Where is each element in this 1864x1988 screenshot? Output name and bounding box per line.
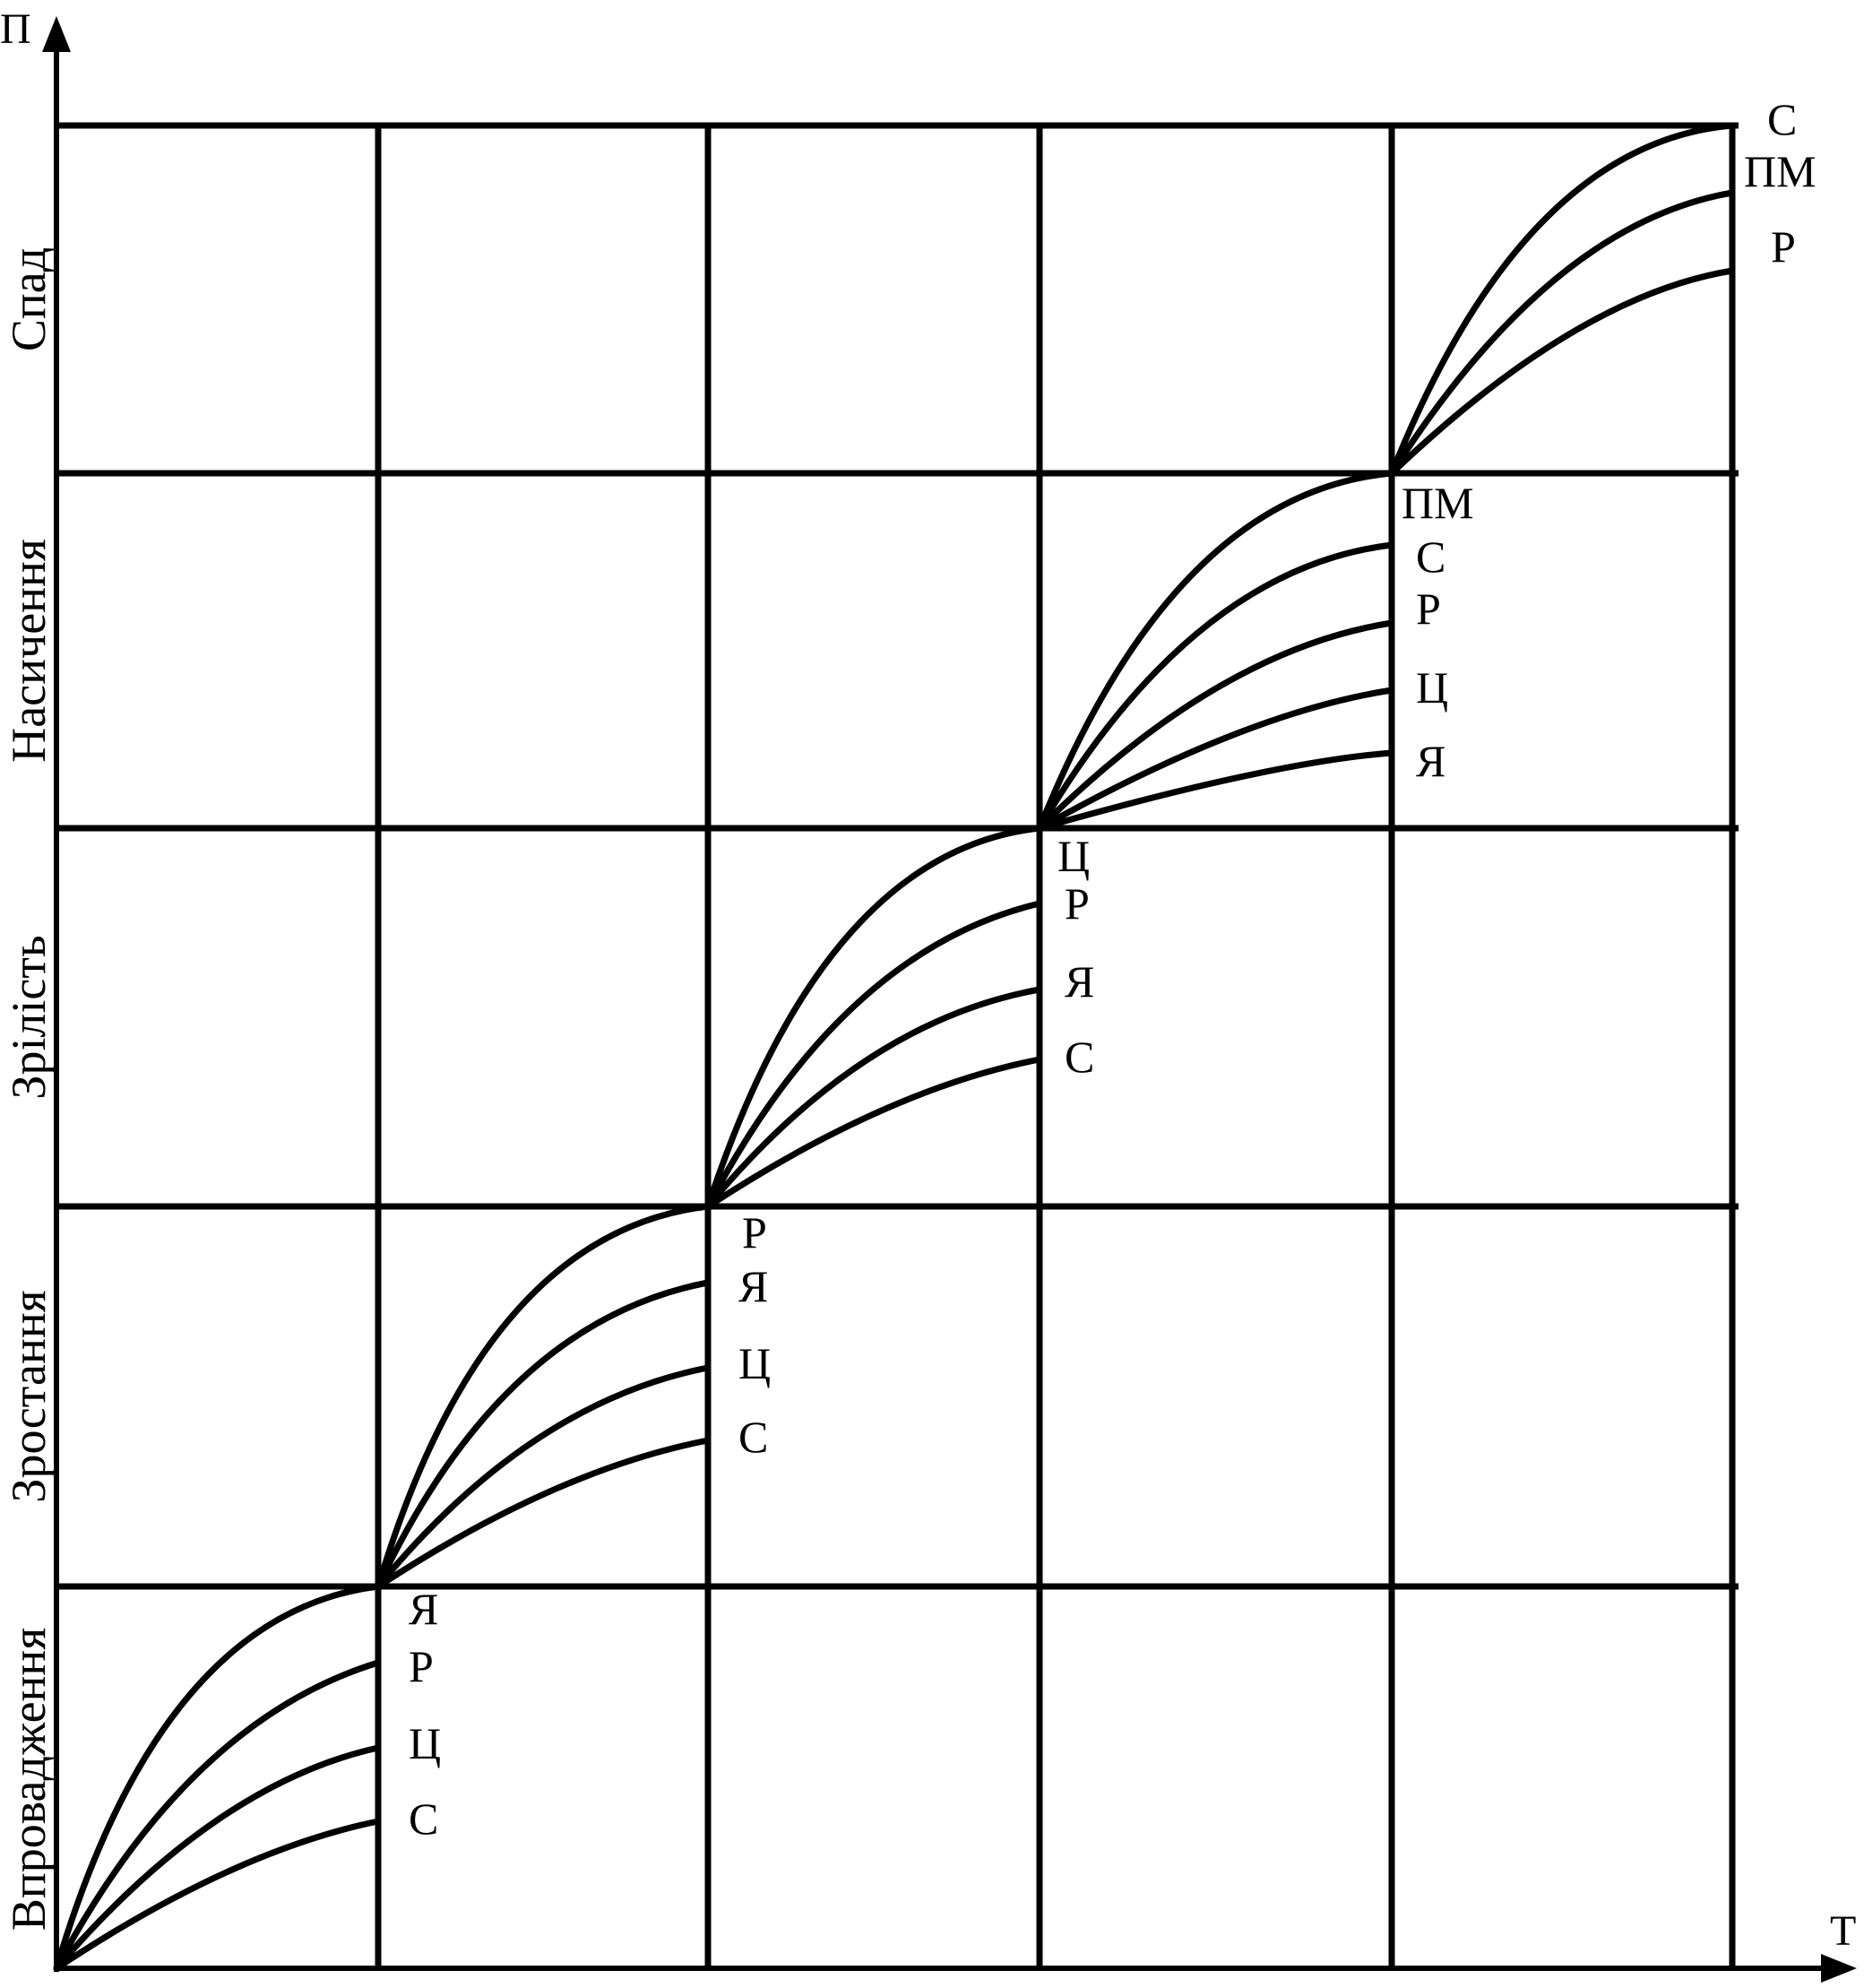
curve xyxy=(1388,122,1736,477)
stage-label-growth: Зростання xyxy=(2,1290,56,1502)
curve-label: ПМ xyxy=(1744,146,1817,196)
curve-label: Р xyxy=(1416,583,1441,634)
curve xyxy=(375,1203,712,1590)
curve-label: С xyxy=(1767,94,1797,144)
stage-label-saturation: Насичення xyxy=(2,539,56,763)
curve xyxy=(1036,470,1395,832)
curve xyxy=(1036,619,1395,832)
x-axis-arrow xyxy=(1821,1954,1857,1983)
curve-group-saturation xyxy=(1036,470,1395,832)
curve-label: Р xyxy=(1771,221,1796,272)
grid xyxy=(56,122,1739,1968)
curve-label: Ц xyxy=(738,1338,771,1388)
curve xyxy=(704,1056,1043,1210)
curve xyxy=(53,1583,382,1972)
curve xyxy=(1388,189,1736,477)
curve xyxy=(704,900,1043,1210)
curve-label: С xyxy=(1065,1032,1094,1082)
curve xyxy=(704,825,1043,1210)
stage-label-introduction: Впровадження xyxy=(2,1628,56,1931)
curve xyxy=(704,986,1043,1210)
y-axis-label: П xyxy=(0,5,31,53)
curve-group-growth xyxy=(375,1203,712,1590)
curve xyxy=(1036,541,1395,832)
curve xyxy=(53,1659,382,1972)
curve-label: Я xyxy=(1416,736,1445,786)
curve-label: Ц xyxy=(409,1718,441,1768)
curve-label: Я xyxy=(409,1584,438,1634)
stage-label-decline: Спад xyxy=(2,247,56,351)
curve xyxy=(1036,687,1395,832)
curve-label: Я xyxy=(1065,956,1094,1007)
curve xyxy=(375,1437,712,1590)
curve xyxy=(1036,749,1395,832)
curve-label: Р xyxy=(1065,878,1090,929)
y-axis-arrow xyxy=(42,16,71,52)
curve-label: С xyxy=(409,1794,438,1844)
curve xyxy=(53,1818,382,1972)
curve-group-decline xyxy=(1388,122,1736,477)
curve xyxy=(375,1279,712,1590)
curve-group-introduction xyxy=(53,1583,382,1972)
curve-group-maturity xyxy=(704,825,1043,1210)
x-axis-label: Т xyxy=(1830,1907,1856,1955)
curve-label: Ц xyxy=(1057,831,1090,881)
curve-label: Р xyxy=(742,1207,767,1258)
curve-label: С xyxy=(1416,532,1445,582)
curve-label: Я xyxy=(738,1261,768,1311)
curve xyxy=(53,1744,382,1972)
curve-label: Р xyxy=(409,1641,434,1691)
curve-label: С xyxy=(738,1412,768,1462)
stage-label-maturity: Зрілість xyxy=(2,935,56,1099)
curve-label: ПМ xyxy=(1402,478,1474,528)
curve xyxy=(1388,267,1736,477)
curve-label: Ц xyxy=(1416,662,1448,713)
curve xyxy=(375,1364,712,1590)
